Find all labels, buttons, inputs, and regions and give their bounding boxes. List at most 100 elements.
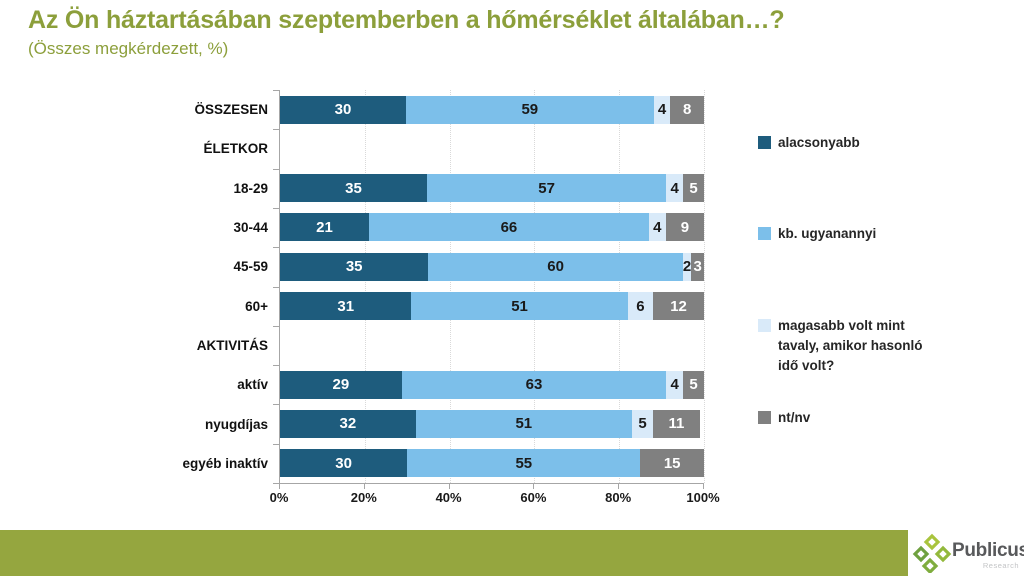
bar-value-label: 11 (668, 415, 685, 433)
bar-value-label: 66 (500, 218, 518, 236)
chart-subtitle: (Összes megkérdezett, %) (28, 39, 229, 58)
bar-value-label: 4 (670, 179, 679, 197)
bar-segment-4: 3 (691, 252, 704, 281)
legend-item-nt-nv: nt/nv (758, 408, 988, 428)
x-axis-tick-label: 80% (605, 490, 632, 505)
legend-label: magasabb volt mint tavaly, amikor hasonl… (778, 318, 923, 373)
stacked-bar: 32 51 5 11 (280, 409, 704, 438)
legend-label: kb. ugyanannyi (778, 226, 877, 241)
stacked-bar: 30 55 15 (280, 449, 704, 478)
y-axis-tick (273, 404, 279, 406)
bar-value-label: 3 (693, 258, 702, 276)
category-label: ÖSSZESEN (194, 102, 268, 118)
group-header-label: ÉLETKOR (203, 141, 268, 157)
chart-row: 29 63 4 5 (280, 365, 704, 404)
bar-value-label: 2 (682, 258, 692, 276)
gridline-60 (534, 90, 536, 483)
stacked-bar: 30 59 4 8 (280, 95, 704, 124)
legend-item-magasabb: magasabb volt mint tavaly, amikor hasonl… (758, 316, 988, 376)
y-axis-tick (273, 325, 279, 327)
bar-value-label: 12 (670, 297, 687, 315)
legend-swatch-gray (758, 411, 771, 424)
stacked-bar: 35 57 4 5 (280, 174, 704, 203)
publicus-logo: Publicus Research (908, 530, 1024, 576)
bar-value-label: 29 (332, 376, 350, 394)
stacked-bar: 29 63 4 5 (280, 370, 704, 399)
chart-row: 35 57 4 5 (280, 169, 704, 208)
category-label: egyéb inaktív (182, 455, 268, 471)
bar-segment-1: 32 (280, 409, 416, 438)
bar-segment-1: 35 (280, 174, 427, 203)
bar-segment-1: 35 (280, 252, 429, 281)
bar-segment-2: 57 (426, 174, 667, 203)
category-label: nyugdíjas (204, 416, 268, 432)
bar-value-label: 4 (670, 376, 679, 394)
bar-value-label: 57 (538, 179, 555, 197)
x-axis-tick (448, 483, 450, 489)
category-label: aktív (237, 377, 268, 393)
bar-value-label: 51 (515, 415, 533, 433)
chart-row: 31 51 6 12 (280, 286, 704, 325)
bar-value-label: 32 (339, 415, 357, 433)
y-axis-tick (273, 443, 279, 445)
x-axis-tick (533, 483, 535, 489)
bar-value-label: 4 (657, 101, 667, 119)
chart-row: 21 66 4 9 (280, 208, 704, 247)
x-axis-labels: 0% 20% 40% 60% 80% 100% (270, 490, 720, 508)
chart-row: 35 60 2 3 (280, 247, 704, 286)
bar-value-label: 55 (515, 454, 533, 472)
legend-swatch-pale-blue (758, 319, 771, 332)
bar-value-label: 63 (525, 376, 543, 394)
bar-value-label: 8 (683, 101, 692, 119)
stacked-bar: 35 60 2 3 (280, 252, 704, 281)
x-axis-tick-label: 40% (435, 490, 462, 505)
category-label: 45-59 (233, 259, 268, 275)
y-axis-tick (273, 247, 279, 249)
bar-segment-3: 4 (648, 213, 666, 242)
x-axis-tick-label: 100% (686, 490, 720, 505)
y-axis-tick (273, 286, 279, 288)
bar-value-label: 51 (511, 297, 528, 315)
bar-value-label: 35 (345, 258, 363, 276)
logo-subtext: Research (982, 561, 1019, 570)
bar-segment-4: 5 (683, 174, 704, 203)
legend-label: nt/nv (778, 410, 811, 425)
bar-segment-2: 51 (411, 292, 628, 321)
category-label: 60+ (245, 298, 268, 314)
gridline-40 (449, 90, 451, 483)
bar-segment-3: 4 (666, 370, 684, 399)
x-axis-tick (703, 483, 704, 489)
bar-value-label: 5 (689, 179, 698, 197)
group-header-label: AKTIVITÁS (196, 337, 268, 353)
gridline-100 (704, 90, 705, 483)
bar-segment-4: 8 (670, 95, 704, 124)
bar-segment-1: 31 (280, 292, 412, 321)
y-axis-tick (273, 365, 279, 367)
plot-area: 30 59 4 8 35 57 4 5 21 66 4 9 35 60 2 3 31 51 6 12 29 63 4 5 32 5… (279, 90, 705, 484)
bar-segment-3: 5 (631, 409, 654, 438)
bar-value-label: 30 (334, 101, 352, 119)
chart-row (280, 326, 704, 365)
bar-segment-3: 4 (666, 174, 684, 203)
bar-value-label: 15 (663, 454, 681, 472)
legend-label: alacsonyabb (778, 135, 860, 150)
bar-value-label: 59 (521, 101, 539, 119)
gridline-80 (619, 90, 621, 483)
stacked-bar: 21 66 4 9 (280, 213, 704, 242)
bar-rows: 30 59 4 8 35 57 4 5 21 66 4 9 35 60 2 3 31 51 6 12 29 63 4 5 32 5… (280, 90, 704, 483)
category-label: 18-29 (233, 180, 268, 196)
bar-segment-3: 6 (627, 292, 654, 321)
category-labels: ÖSSZESEN ÉLETKOR 18-29 30-44 45-59 60+ AKTIVIT… (0, 90, 268, 483)
bar-value-label: 5 (689, 376, 698, 394)
bar-segment-4: 12 (653, 292, 704, 321)
bar-segment-4: 9 (665, 213, 704, 242)
x-axis-tick (279, 483, 280, 489)
chart-row: 30 59 4 8 (280, 90, 704, 129)
bar-value-label: 35 (345, 179, 362, 197)
bar-segment-2: 66 (369, 213, 649, 242)
bar-segment-1: 30 (280, 449, 408, 478)
logo-text: Publicus (952, 540, 1024, 561)
x-axis-tick-label: 60% (520, 490, 547, 505)
bar-segment-1: 30 (280, 95, 406, 124)
bar-value-label: 9 (680, 218, 690, 236)
